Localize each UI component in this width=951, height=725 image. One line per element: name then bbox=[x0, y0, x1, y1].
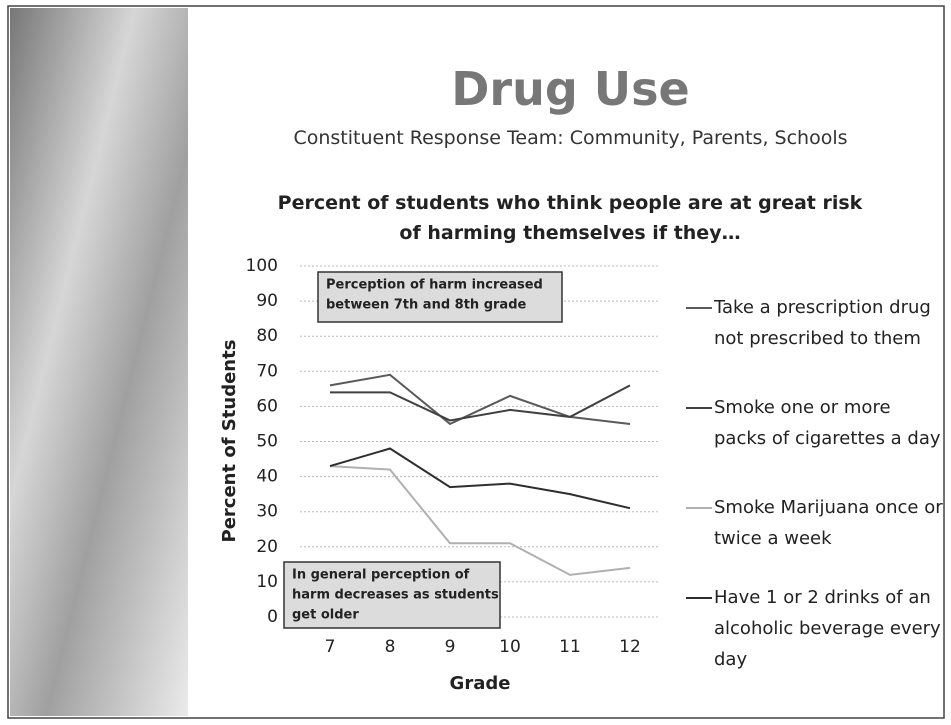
series-line bbox=[330, 375, 630, 424]
decoration bbox=[10, 8, 188, 716]
x-tick-label: 12 bbox=[619, 637, 641, 657]
y-tick-label: 30 bbox=[256, 502, 278, 522]
y-tick-label: 10 bbox=[256, 572, 278, 592]
slide-title: Drug Use bbox=[190, 62, 951, 116]
x-tick-label: 11 bbox=[559, 637, 581, 657]
x-tick-label: 9 bbox=[445, 637, 456, 657]
annotation-text: get older bbox=[292, 608, 359, 623]
x-tick-label: 8 bbox=[385, 637, 396, 657]
x-axis-label: Grade bbox=[450, 673, 511, 694]
x-tick-label: 10 bbox=[499, 637, 521, 657]
slide-subtitle: Constituent Response Team: Community, Pa… bbox=[190, 127, 951, 149]
y-tick-label: 90 bbox=[256, 291, 278, 311]
annotation-text: In general perception of bbox=[292, 568, 470, 583]
y-tick-label: 60 bbox=[256, 396, 278, 416]
y-tick-label: 20 bbox=[256, 537, 278, 557]
annotation-text: Perception of harm increased bbox=[326, 278, 543, 293]
y-tick-label: 40 bbox=[256, 467, 278, 487]
y-tick-label: 0 bbox=[267, 607, 278, 627]
annotation-text: harm decreases as students bbox=[292, 588, 499, 603]
y-tick-label: 80 bbox=[256, 326, 278, 346]
legend-entry: Smoke one or more packs of cigarettes a … bbox=[714, 392, 944, 454]
y-axis-label: Percent of Students bbox=[219, 340, 240, 543]
series-line bbox=[330, 466, 630, 575]
y-tick-label: 70 bbox=[256, 361, 278, 381]
slide: Percent of Students Grade 0 10 20 30 40 50 60 7… bbox=[0, 0, 951, 725]
legend-entry: Smoke Marijuana once or twice a week bbox=[714, 492, 944, 554]
y-tick-label: 100 bbox=[246, 256, 278, 276]
chart-title: Percent of students who think people are… bbox=[270, 188, 870, 248]
y-tick-label: 50 bbox=[256, 432, 278, 452]
series-line bbox=[330, 449, 630, 509]
legend-entry: Have 1 or 2 drinks of an alcoholic bever… bbox=[714, 582, 944, 675]
series-line bbox=[330, 385, 630, 420]
annotation-text: between 7th and 8th grade bbox=[326, 298, 526, 313]
legend-entry: Take a prescription drug not prescribed … bbox=[714, 292, 944, 354]
x-tick-label: 7 bbox=[325, 637, 336, 657]
